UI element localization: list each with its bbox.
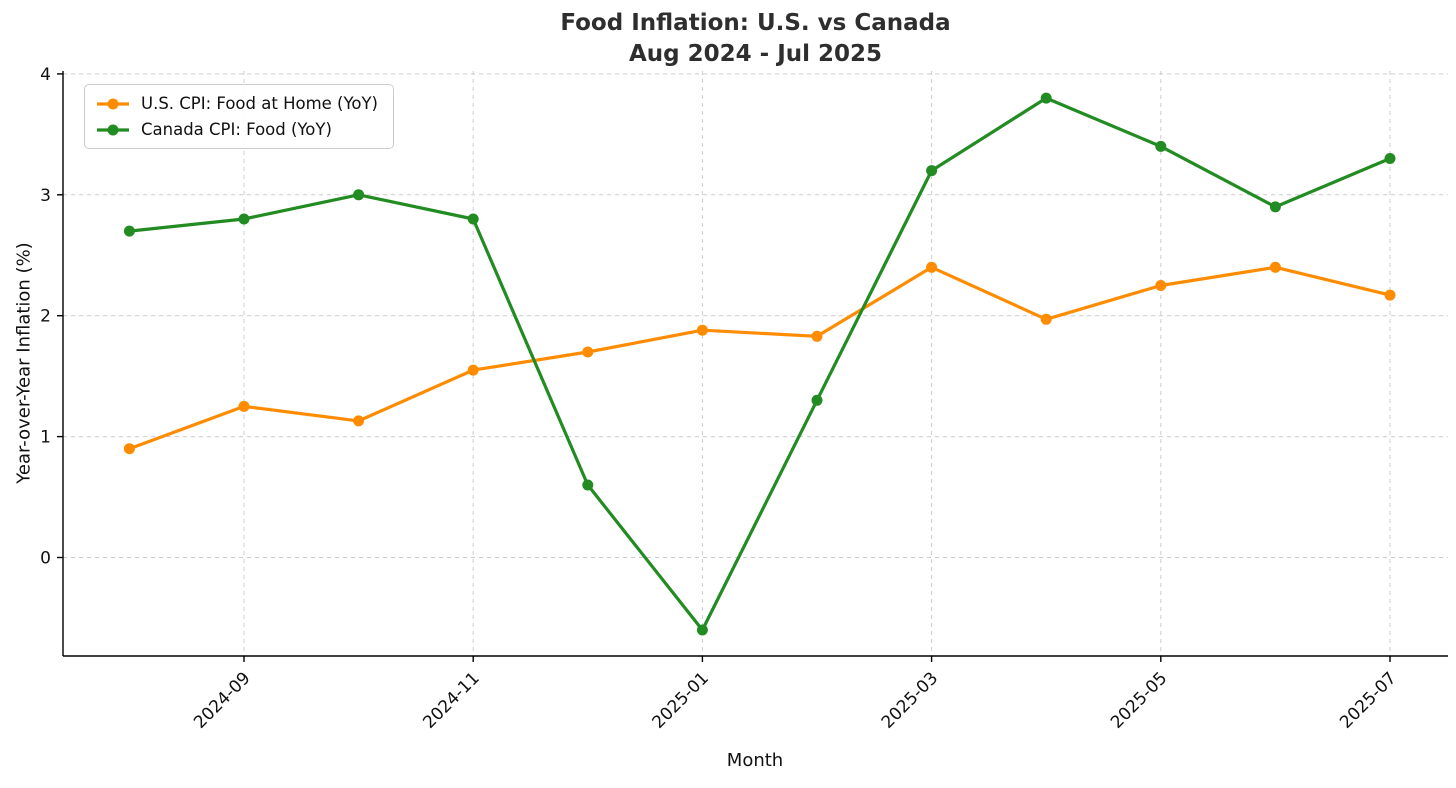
data-point xyxy=(1384,289,1396,301)
legend-marker-dot xyxy=(107,98,119,109)
data-point xyxy=(1040,313,1052,325)
x-axis-label: Month xyxy=(726,750,784,771)
data-point xyxy=(811,394,823,406)
y-tick-label: 4 xyxy=(40,65,51,85)
legend-label-canada: Canada CPI: Food (YoY) xyxy=(141,120,332,139)
y-axis-label: Year-over-Year Inflation (%) xyxy=(13,242,35,484)
data-point xyxy=(1040,92,1052,104)
series-line-0 xyxy=(127,265,1392,451)
data-point xyxy=(926,261,938,273)
legend: U.S. CPI: Food at Home (YoY) Canada CPI:… xyxy=(84,84,394,149)
x-tick-label: 2024-09 xyxy=(190,668,254,732)
x-tick-label: 2025-07 xyxy=(1336,668,1400,732)
data-point xyxy=(696,324,708,336)
data-point xyxy=(123,225,135,237)
legend-item-us: U.S. CPI: Food at Home (YoY) xyxy=(95,94,378,113)
data-point xyxy=(696,624,708,636)
legend-marker-canada xyxy=(97,124,129,135)
y-tick-label: 2 xyxy=(40,307,51,327)
legend-marker-dot xyxy=(107,124,119,135)
x-tick-label: 2025-05 xyxy=(1107,668,1171,732)
data-point xyxy=(238,400,250,412)
x-tick-label: 2025-03 xyxy=(878,668,942,732)
y-tick-label: 1 xyxy=(40,428,51,448)
data-point xyxy=(582,346,594,358)
data-point xyxy=(1269,201,1281,213)
data-point xyxy=(353,189,365,201)
data-point xyxy=(582,479,594,491)
data-point xyxy=(467,364,479,376)
legend-label-us: U.S. CPI: Food at Home (YoY) xyxy=(141,94,378,113)
data-point xyxy=(1155,280,1167,291)
data-point xyxy=(123,443,135,455)
data-point xyxy=(926,165,938,177)
data-point xyxy=(238,213,250,225)
x-tick-label: 2025-01 xyxy=(649,668,713,732)
series-line-1 xyxy=(127,96,1392,632)
x-tick-label: 2024-11 xyxy=(419,668,483,732)
data-point xyxy=(1155,140,1167,152)
data-point xyxy=(1269,261,1281,273)
legend-marker-us xyxy=(97,98,129,109)
data-point xyxy=(467,213,479,225)
data-point xyxy=(811,330,823,342)
data-point xyxy=(353,415,365,427)
y-tick-label: 0 xyxy=(40,549,51,569)
legend-item-canada: Canada CPI: Food (YoY) xyxy=(95,120,378,139)
data-point xyxy=(1384,153,1396,164)
y-tick-label: 3 xyxy=(40,186,51,206)
